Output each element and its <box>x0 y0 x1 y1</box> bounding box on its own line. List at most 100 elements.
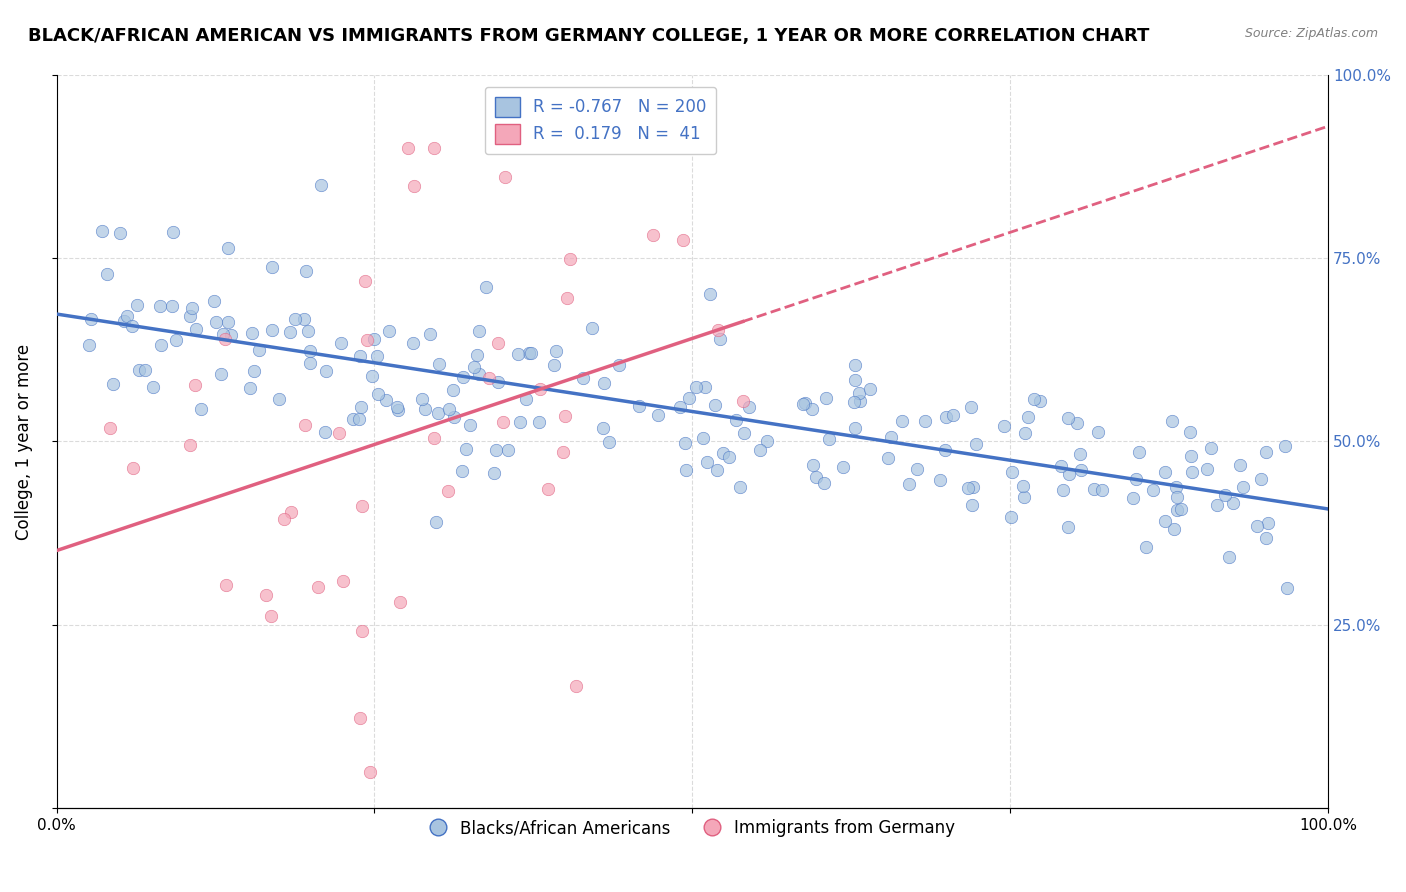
Point <box>96 267 118 281</box>
Point <box>792 397 814 411</box>
Point <box>704 398 727 412</box>
Point <box>426 406 449 420</box>
Point <box>262 323 284 337</box>
Point <box>267 392 290 406</box>
Point <box>142 380 165 394</box>
Point <box>443 409 465 424</box>
Point <box>149 299 172 313</box>
Point <box>491 415 513 429</box>
Point <box>378 324 401 338</box>
Point <box>366 387 388 401</box>
Point <box>731 394 754 409</box>
Point <box>1069 447 1091 461</box>
Point <box>1056 411 1078 425</box>
Point <box>450 464 472 478</box>
Point <box>162 225 184 239</box>
Point <box>217 315 239 329</box>
Point <box>134 362 156 376</box>
Point <box>965 437 987 451</box>
Point <box>349 349 371 363</box>
Point <box>957 482 980 496</box>
Point <box>880 430 903 444</box>
Point <box>494 169 516 184</box>
Point <box>115 309 138 323</box>
Point <box>354 274 377 288</box>
Point <box>298 356 321 370</box>
Point <box>1166 503 1188 517</box>
Point <box>1050 459 1073 474</box>
Point <box>468 324 491 338</box>
Point <box>1154 515 1177 529</box>
Point <box>413 402 436 417</box>
Point <box>1257 516 1279 531</box>
Point <box>363 332 385 346</box>
Point <box>898 477 921 491</box>
Point <box>1017 410 1039 425</box>
Point <box>486 375 509 389</box>
Point <box>730 480 752 494</box>
Point <box>162 299 184 313</box>
Point <box>292 312 315 326</box>
Point <box>190 402 212 417</box>
Point <box>454 442 477 456</box>
Point <box>993 419 1015 434</box>
Point <box>543 359 565 373</box>
Point <box>696 455 718 469</box>
Point <box>1014 426 1036 441</box>
Point <box>844 358 866 372</box>
Point <box>1180 449 1202 463</box>
Point <box>298 344 321 359</box>
Point <box>342 412 364 426</box>
Point <box>425 516 447 530</box>
Point <box>205 315 228 329</box>
Point <box>1083 482 1105 496</box>
Point <box>960 400 983 414</box>
Point <box>844 421 866 435</box>
Point <box>179 438 201 452</box>
Point <box>1066 416 1088 430</box>
Point <box>1222 496 1244 510</box>
Point <box>831 459 853 474</box>
Point <box>387 403 409 417</box>
Point <box>509 415 531 429</box>
Point <box>349 711 371 725</box>
Point <box>572 371 595 385</box>
Point <box>934 442 956 457</box>
Point <box>692 431 714 445</box>
Point <box>297 324 319 338</box>
Point <box>706 463 728 477</box>
Point <box>506 347 529 361</box>
Point <box>247 343 270 358</box>
Point <box>962 479 984 493</box>
Point <box>183 378 205 392</box>
Point <box>546 343 568 358</box>
Point <box>914 414 936 428</box>
Point <box>121 461 143 475</box>
Point <box>675 463 697 477</box>
Point <box>1275 581 1298 595</box>
Point <box>848 385 870 400</box>
Point <box>905 461 928 475</box>
Point <box>1070 463 1092 477</box>
Point <box>842 395 865 409</box>
Point <box>717 450 740 464</box>
Point <box>1022 392 1045 407</box>
Point <box>217 241 239 255</box>
Point <box>554 409 576 423</box>
Point <box>699 287 721 301</box>
Point <box>1181 465 1204 479</box>
Point <box>366 349 388 363</box>
Point <box>179 309 201 323</box>
Point <box>437 484 460 499</box>
Point <box>79 311 101 326</box>
Point <box>627 399 650 413</box>
Point <box>891 414 914 428</box>
Point <box>553 444 575 458</box>
Point <box>478 371 501 385</box>
Point <box>1232 480 1254 494</box>
Point <box>284 312 307 326</box>
Point <box>647 408 669 422</box>
Point <box>110 226 132 240</box>
Point <box>209 367 232 381</box>
Point <box>350 400 373 414</box>
